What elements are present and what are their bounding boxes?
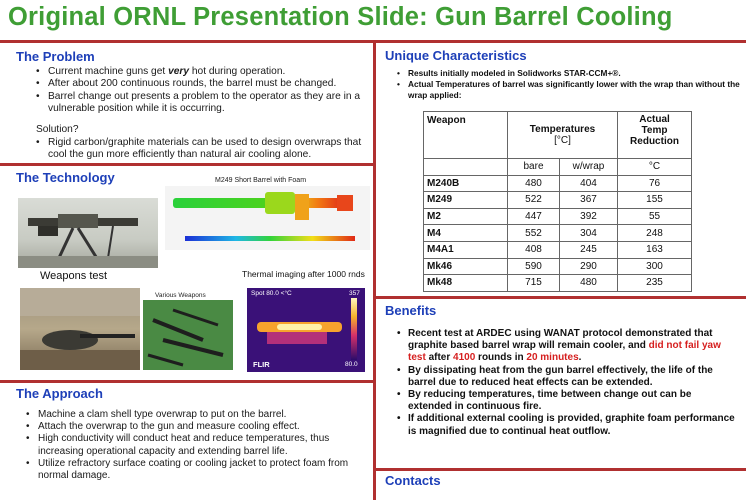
unique-list: Results initially modeled in Solidworks … xyxy=(397,68,742,101)
cell-reduction: 76 xyxy=(617,174,692,193)
solution-label: Solution? xyxy=(36,124,79,135)
right-divider-1 xyxy=(374,296,746,299)
cell-reduction: 55 xyxy=(617,207,692,226)
technology-heading: The Technology xyxy=(16,170,115,185)
ir-brand-label: FLIR xyxy=(253,360,270,369)
barrel-simulation-image xyxy=(165,186,370,250)
table-row: M240B 480 404 76 xyxy=(423,174,692,193)
approach-bullet: High conductivity will conduct heat and … xyxy=(26,433,368,457)
cell-wrap: 392 xyxy=(559,207,618,226)
cell-bare: 715 xyxy=(507,274,560,292)
slide-title: Original ORNL Presentation Slide: Gun Ba… xyxy=(8,3,673,31)
cell-bare: 522 xyxy=(507,191,560,209)
sim-title: M249 Short Barrel with Foam xyxy=(215,177,307,184)
various-caption: Various Weapons xyxy=(155,292,206,299)
benefits-heading: Benefits xyxy=(385,303,437,318)
left-divider-2 xyxy=(0,380,374,383)
approach-bullet: Utilize refractory surface coating or co… xyxy=(26,458,368,482)
problem-bullet: Current machine guns get very hot during… xyxy=(36,66,368,79)
range-photo xyxy=(20,288,140,370)
ir-min-label: 80.0 xyxy=(345,361,358,368)
left-divider-1 xyxy=(0,163,374,166)
contacts-heading: Contacts xyxy=(385,473,441,488)
temperature-table: Weapon Temperatures [°C] Actual Temp Reduct… xyxy=(423,111,692,292)
cell-wrap: 480 xyxy=(559,274,618,292)
shooter-icon xyxy=(20,288,140,370)
approach-heading: The Approach xyxy=(16,386,103,401)
table-row: M4 552 304 248 xyxy=(423,224,692,242)
cell-bare: 590 xyxy=(507,257,560,276)
sub-wrap: w/wrap xyxy=(559,158,618,176)
approach-list: Machine a clam shell type overwrap to pu… xyxy=(26,409,368,482)
weapons-test-caption: Weapons test xyxy=(40,270,108,282)
problem-heading: The Problem xyxy=(16,49,95,64)
benefit-bullet: Recent test at ARDEC using WANAT protoco… xyxy=(397,328,737,365)
table-row: M249 522 367 155 xyxy=(423,191,692,209)
problem-list: Current machine guns get very hot during… xyxy=(36,66,368,116)
thermal-image: Spot 80.0 <°C 357 80.0 FLIR xyxy=(247,288,365,372)
unique-bullet: Actual Temperatures of barrel was signif… xyxy=(397,79,742,101)
thermal-caption: Thermal imaging after 1000 rnds xyxy=(242,269,365,279)
problem-bullet: After about 200 continuous rounds, the b… xyxy=(36,78,368,91)
barrel-heatmap-icon xyxy=(173,192,355,241)
table-row: Mk46 590 290 300 xyxy=(423,257,692,276)
benefits-list: Recent test at ARDEC using WANAT protoco… xyxy=(397,328,737,438)
table-row: M4A1 408 245 163 xyxy=(423,240,692,259)
weapons-test-photo xyxy=(18,198,158,268)
col-weapon-header: Weapon xyxy=(423,111,508,159)
cell-reduction: 163 xyxy=(617,240,692,259)
thermal-barrel-icon xyxy=(247,288,365,372)
cell-wrap: 404 xyxy=(559,174,618,193)
benefit-bullet: By reducing temperatures, time between c… xyxy=(397,389,737,413)
weapons-layout-icon xyxy=(143,300,233,370)
cell-wrap: 290 xyxy=(559,257,618,276)
machine-gun-icon xyxy=(18,214,158,268)
sub-bare: bare xyxy=(507,158,560,176)
sub-unit: °C xyxy=(617,158,692,176)
various-weapons-photo xyxy=(143,300,233,370)
cell-wrap: 367 xyxy=(559,191,618,209)
cell-bare: 480 xyxy=(507,174,560,193)
cell-wrap: 304 xyxy=(559,224,618,242)
cell-weapon: M240B xyxy=(423,174,508,193)
ir-spot-label: Spot 80.0 <°C xyxy=(251,290,292,297)
cell-reduction: 155 xyxy=(617,191,692,209)
cell-bare: 408 xyxy=(507,240,560,259)
benefit-bullet: If additional external cooling is provid… xyxy=(397,413,737,437)
col-temps-header: Temperatures [°C] xyxy=(507,111,618,159)
approach-bullet: Attach the overwrap to the gun and measu… xyxy=(26,421,368,433)
cell-weapon: M2 xyxy=(423,207,508,226)
solution-list: Rigid carbon/graphite materials can be u… xyxy=(36,137,368,162)
cell-bare: 552 xyxy=(507,224,560,242)
cell-weapon: Mk46 xyxy=(423,257,508,276)
cell-weapon: M249 xyxy=(423,191,508,209)
cell-weapon: M4A1 xyxy=(423,240,508,259)
problem-bullet: Rigid carbon/graphite materials can be u… xyxy=(36,137,368,162)
table-row: M2 447 392 55 xyxy=(423,207,692,226)
unique-heading: Unique Characteristics xyxy=(385,48,527,63)
center-divider xyxy=(373,40,376,500)
cell-weapon: Mk48 xyxy=(423,274,508,292)
cell-wrap: 245 xyxy=(559,240,618,259)
cell-reduction: 235 xyxy=(617,274,692,292)
cell-weapon: M4 xyxy=(423,224,508,242)
cell-reduction: 248 xyxy=(617,224,692,242)
col-reduction-header: Actual Temp Reduction xyxy=(617,111,692,159)
approach-bullet: Machine a clam shell type overwrap to pu… xyxy=(26,409,368,421)
ir-max-label: 357 xyxy=(349,290,360,297)
unique-bullet: Results initially modeled in Solidworks … xyxy=(397,68,742,79)
table-row: Mk48 715 480 235 xyxy=(423,274,692,292)
cell-reduction: 300 xyxy=(617,257,692,276)
cell-bare: 447 xyxy=(507,207,560,226)
right-divider-2 xyxy=(374,468,746,471)
problem-bullet: Barrel change out presents a problem to … xyxy=(36,91,368,116)
benefit-bullet: By dissipating heat from the gun barrel … xyxy=(397,365,737,389)
